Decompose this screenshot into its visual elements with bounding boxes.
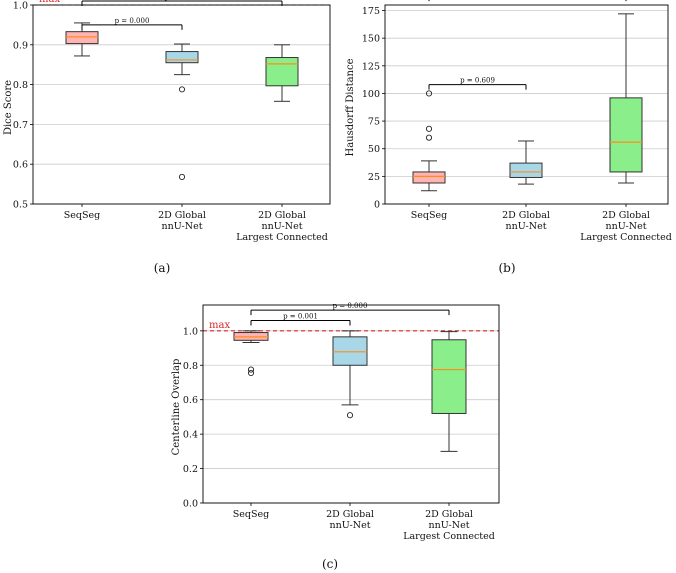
outlier-point: [247, 366, 255, 373]
box-body: [412, 171, 446, 184]
subcaption: (c): [322, 557, 338, 571]
x-tick-line: Largest Connected: [236, 232, 328, 243]
outlier-point: [425, 125, 433, 132]
y-tick-label: 50: [368, 144, 380, 155]
y-tick-label: 125: [362, 61, 380, 72]
p-value-label: p = 0.000: [115, 17, 150, 25]
box-body: [332, 336, 368, 366]
x-tick-line: SeqSeg: [411, 210, 447, 221]
outlier-point: [178, 86, 186, 93]
reference-line-label: max: [209, 320, 230, 331]
x-tick-label: SeqSeg: [411, 210, 447, 221]
y-tick-label: 1.0: [183, 326, 198, 337]
y-tick-label: 0.5: [13, 200, 28, 211]
x-tick-line: 2D Global: [425, 509, 473, 520]
significance-bracket: p = 0.000: [81, 17, 183, 30]
x-tick-label: 2D Global nnU-Net Largest Connected: [236, 210, 328, 243]
y-tick-label: 0.6: [13, 160, 28, 171]
box-2: [332, 330, 368, 419]
y-tick-label: 0: [374, 200, 380, 211]
x-tick-line: SeqSeg: [233, 509, 269, 520]
y-axis-label: Hausdorff Distance: [345, 58, 356, 156]
significance-bracket: p = 0.000: [250, 302, 450, 316]
p-value-label: p = 0.609: [460, 77, 495, 85]
box-1: [412, 90, 446, 192]
significance-bracket: p = 0.000: [428, 0, 627, 2]
x-tick-line: 2D Global: [158, 210, 206, 221]
box-body: [509, 162, 543, 178]
x-tick-line: nnU-Net: [428, 520, 469, 531]
box-body: [431, 339, 467, 414]
y-tick-label: 0.8: [13, 80, 28, 91]
chart-a: 0.5 0.6 0.7 0.8 0.9 1.0 Dice Score max p = 0.000…: [3, 0, 331, 275]
p-value-label: p = 0.000: [333, 302, 368, 310]
plot-frame: [32, 4, 331, 205]
box-1: [65, 22, 99, 57]
x-tick-line: Largest Connected: [580, 232, 672, 243]
x-tick-line: nnU-Net: [161, 221, 202, 232]
box-2: [509, 140, 543, 185]
box-1: [233, 330, 269, 377]
y-tick-label: 0.7: [13, 120, 28, 131]
y-axis-label: Centerline Overlap: [171, 359, 182, 456]
outlier-point: [425, 134, 433, 141]
y-tick-label: 75: [368, 117, 380, 128]
reference-line-label: max: [39, 0, 60, 5]
y-tick-label: 175: [362, 6, 380, 17]
x-tick-label: 2D Global nnU-Net Largest Connected: [403, 509, 495, 542]
y-tick-label: 150: [362, 34, 380, 45]
y-tick-label: 0.2: [183, 464, 198, 475]
box-3: [265, 44, 299, 102]
x-tick-line: 2D Global: [258, 210, 306, 221]
x-tick-line: Largest Connected: [403, 531, 495, 542]
chart-c: 0.0 0.2 0.4 0.6 0.8 1.0 Centerline Overlap max p…: [171, 302, 500, 571]
x-tick-label: 2D Global nnU-Net Largest Connected: [580, 210, 672, 243]
y-axis-label: Dice Score: [3, 80, 14, 135]
x-tick-line: nnU-Net: [505, 221, 546, 232]
y-tick-label: 0.6: [183, 395, 198, 406]
y-tick-label: 0.8: [183, 361, 198, 372]
box-body: [65, 31, 99, 45]
y-tick-label: 0.9: [13, 40, 28, 51]
box-body: [609, 97, 643, 173]
x-tick-label: SeqSeg: [233, 509, 269, 520]
x-tick-label: SeqSeg: [64, 210, 100, 221]
outlier-point: [425, 90, 433, 97]
p-value-label: p = 0.001: [283, 312, 318, 320]
box-body: [165, 51, 199, 64]
x-tick-line: nnU-Net: [605, 221, 646, 232]
box-body: [265, 57, 299, 87]
significance-bracket: p = 0.609: [428, 77, 527, 90]
x-tick-line: nnU-Net: [261, 221, 302, 232]
y-tick-label: 0.0: [183, 499, 198, 510]
plot-frame: [384, 4, 669, 205]
p-value-label: p = 0.000: [165, 0, 200, 1]
y-tick-label: 1.0: [13, 1, 28, 12]
y-tick-label: 0.4: [183, 430, 198, 441]
outlier-point: [178, 173, 186, 180]
significance-bracket: p = 0.001: [250, 312, 351, 326]
box-3: [609, 13, 643, 184]
x-tick-label: 2D Global nnU-Net: [326, 509, 374, 531]
box-3: [431, 331, 467, 452]
plot-frame: [202, 304, 500, 504]
subcaption: (a): [154, 261, 171, 275]
x-tick-label: 2D Global nnU-Net: [502, 210, 550, 232]
x-tick-line: 2D Global: [502, 210, 550, 221]
chart-b: 0 25 50 75 100 125 150 175 Hausdorff Distance p =…: [345, 0, 672, 275]
x-tick-line: 2D Global: [602, 210, 650, 221]
y-tick-label: 100: [362, 89, 380, 100]
x-tick-line: nnU-Net: [329, 520, 370, 531]
x-tick-label: 2D Global nnU-Net: [158, 210, 206, 232]
outlier-point: [247, 369, 255, 377]
outlier-point: [346, 412, 354, 419]
subcaption: (b): [498, 261, 515, 275]
y-tick-label: 25: [368, 172, 380, 183]
x-tick-line: SeqSeg: [64, 210, 100, 221]
x-tick-line: 2D Global: [326, 509, 374, 520]
box-2: [165, 43, 199, 180]
